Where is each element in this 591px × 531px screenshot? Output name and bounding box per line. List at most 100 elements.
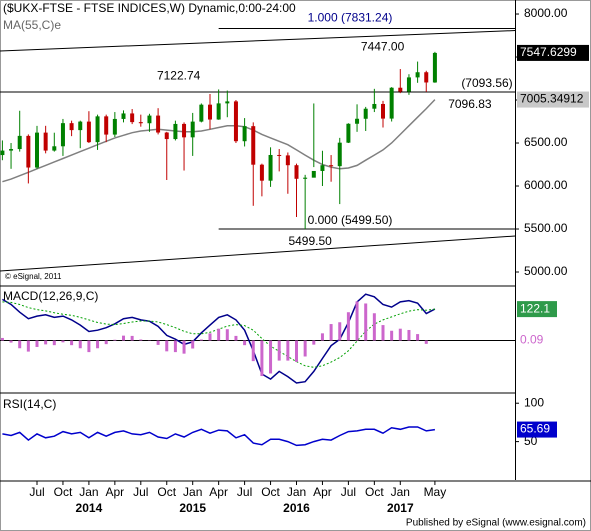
- histogram-bar: [18, 340, 22, 349]
- x-tick-label: Jan: [79, 485, 98, 499]
- candle-body: [363, 108, 368, 119]
- candle-body: [121, 113, 126, 119]
- chart-title: ($UKX-FTSE - FTSE INDICES,W) Dynamic,0:0…: [3, 1, 296, 15]
- candle-body: [259, 164, 264, 181]
- candle-body: [130, 113, 135, 123]
- candle-body: [277, 154, 282, 156]
- candle-body: [389, 87, 394, 119]
- histogram-bar: [104, 340, 108, 345]
- histogram-bar: [234, 335, 238, 341]
- histogram-bar: [355, 301, 359, 341]
- histogram-bar: [303, 340, 307, 357]
- series-line: [2, 293, 436, 384]
- histogram-bar: [381, 325, 385, 341]
- candle-body: [294, 165, 299, 179]
- histogram-bar: [9, 340, 13, 343]
- x-tick-label: Jul: [237, 485, 252, 499]
- histogram-bar: [225, 329, 229, 341]
- histogram-bar: [312, 340, 316, 345]
- candle-body: [372, 103, 377, 109]
- histogram-bar: [113, 339, 117, 341]
- histogram-bar: [364, 303, 368, 341]
- trendline: [0, 30, 516, 52]
- year-label: 2016: [283, 501, 310, 515]
- year-label: 2017: [387, 501, 414, 515]
- value-label: 122.1: [520, 301, 550, 315]
- histogram-bar: [156, 340, 160, 345]
- x-tick-label: Apr: [313, 485, 332, 499]
- histogram-bar: [165, 340, 169, 352]
- x-tick-label: Jan: [183, 485, 202, 499]
- series-line: [2, 99, 436, 183]
- candle-body: [337, 142, 342, 167]
- y-tick-label: 8000.00: [524, 6, 568, 20]
- candle-body: [52, 146, 57, 151]
- candle-body: [199, 104, 204, 122]
- annotation: 7122.74: [157, 69, 201, 83]
- histogram-bar: [320, 333, 324, 341]
- candle-body: [432, 52, 437, 83]
- ma-value-label: 7005.34912: [520, 92, 584, 106]
- candle-body: [156, 115, 161, 133]
- candle-body: [225, 101, 230, 104]
- level-label: (7093.56): [461, 76, 512, 90]
- level-label: 1.000 (7831.24): [308, 11, 393, 25]
- candle-body: [104, 116, 109, 135]
- x-tick-label: Oct: [365, 485, 384, 499]
- candle-body: [26, 135, 31, 168]
- candle-body: [329, 165, 334, 167]
- histogram-bar: [208, 333, 212, 341]
- x-tick-label: Apr: [106, 485, 125, 499]
- y-tick-label: 5000.00: [524, 264, 568, 278]
- candle-body: [78, 121, 83, 131]
- candle-body: [216, 103, 221, 120]
- histogram-bar: [70, 340, 74, 346]
- histogram-bar: [407, 329, 411, 341]
- histogram-bar: [122, 335, 125, 341]
- x-tick-label: Jan: [391, 485, 410, 499]
- histogram-bar: [139, 339, 143, 341]
- candle-body: [233, 101, 238, 142]
- histogram-bar: [286, 340, 290, 361]
- candle-body: [112, 118, 117, 135]
- x-tick-label: Jul: [29, 485, 44, 499]
- panel-title: RSI(14,C): [3, 397, 56, 411]
- candle-body: [138, 122, 143, 124]
- series-line: [2, 426, 436, 447]
- candle-body: [242, 126, 247, 142]
- candle-body: [35, 132, 39, 168]
- candle-body: [406, 77, 411, 92]
- histogram-bar: [390, 330, 394, 341]
- histogram-bar: [398, 328, 402, 341]
- candle-body: [424, 72, 429, 83]
- candle-body: [398, 87, 403, 92]
- histogram-bar: [0, 337, 4, 341]
- x-tick-label: Jul: [341, 485, 356, 499]
- candle-body: [17, 135, 22, 150]
- x-tick-label: Oct: [54, 485, 73, 499]
- histogram-bar: [96, 340, 100, 349]
- histogram-bar: [243, 340, 247, 346]
- last-price-box: [517, 44, 589, 61]
- candle-body: [285, 155, 290, 166]
- histogram-bar: [191, 340, 195, 349]
- candle-body: [268, 154, 273, 181]
- value-box: [517, 421, 557, 438]
- histogram-bar: [277, 340, 281, 361]
- value-label: 0.09: [520, 333, 544, 347]
- histogram-bar: [26, 340, 30, 352]
- histogram-bar: [424, 340, 428, 344]
- candle-body: [86, 121, 91, 143]
- x-tick-label: Oct: [261, 485, 280, 499]
- value-label: 65.69: [520, 422, 550, 436]
- candle-body: [303, 177, 308, 179]
- histogram-bar: [346, 312, 350, 341]
- candle-body: [9, 149, 14, 151]
- y-tick-label: 6500.00: [524, 135, 568, 149]
- histogram-bar: [217, 328, 221, 341]
- panel-title: MACD(12,26,9,C): [3, 289, 98, 303]
- candle-body: [355, 118, 360, 124]
- histogram-bar: [295, 340, 298, 362]
